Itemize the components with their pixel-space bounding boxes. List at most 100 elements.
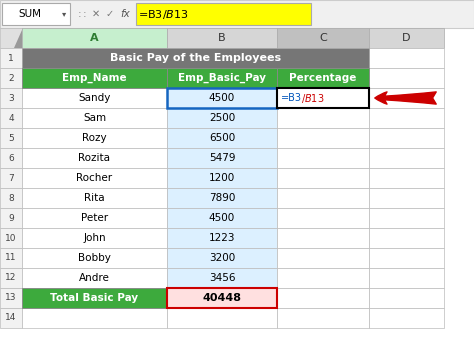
Bar	[167, 68, 277, 88]
Bar	[22, 248, 167, 268]
Bar	[167, 68, 277, 88]
Bar	[167, 308, 277, 328]
Text: 12: 12	[5, 273, 17, 282]
Bar	[369, 308, 444, 328]
Text: =B3: =B3	[281, 93, 302, 103]
Text: Peter: Peter	[81, 213, 108, 223]
Text: 3456: 3456	[209, 273, 235, 283]
Text: SUM: SUM	[18, 9, 42, 19]
Bar	[369, 228, 444, 248]
Bar	[0, 248, 22, 268]
Bar	[22, 68, 167, 88]
Bar	[369, 128, 444, 148]
Bar	[167, 88, 277, 108]
Bar	[167, 228, 277, 248]
Bar	[369, 268, 444, 288]
Text: 4: 4	[8, 113, 14, 122]
Text: :: :	[83, 9, 87, 19]
Text: ✓: ✓	[106, 9, 114, 19]
Bar	[277, 28, 369, 48]
Text: 2: 2	[8, 74, 14, 83]
Bar	[369, 148, 444, 168]
Bar	[22, 48, 167, 68]
Bar	[0, 48, 22, 68]
Text: C: C	[319, 33, 327, 43]
Text: B: B	[218, 33, 226, 43]
Text: Total Basic Pay: Total Basic Pay	[50, 293, 138, 303]
Text: 9: 9	[8, 213, 14, 222]
Text: 4500: 4500	[209, 93, 235, 103]
Bar	[167, 168, 277, 188]
Bar	[22, 288, 167, 308]
Text: A: A	[90, 33, 99, 43]
Bar	[369, 188, 444, 208]
Bar	[22, 288, 167, 308]
Text: ✕: ✕	[92, 9, 100, 19]
Text: D: D	[402, 33, 411, 43]
Bar	[0, 108, 22, 128]
Text: Bobby: Bobby	[78, 253, 111, 263]
Bar	[0, 188, 22, 208]
Bar	[277, 208, 369, 228]
Bar	[167, 188, 277, 208]
Bar	[277, 188, 369, 208]
Bar	[22, 148, 167, 168]
Polygon shape	[14, 30, 22, 48]
Text: 14: 14	[5, 313, 17, 322]
Text: 1223: 1223	[209, 233, 235, 243]
Text: 3: 3	[8, 93, 14, 102]
Bar	[0, 68, 22, 88]
Text: Rozy: Rozy	[82, 133, 107, 143]
Bar	[22, 308, 167, 328]
Text: 11: 11	[5, 254, 17, 262]
Bar	[0, 308, 22, 328]
Text: Sam: Sam	[83, 113, 106, 123]
Bar	[369, 88, 444, 108]
Text: 5: 5	[8, 134, 14, 143]
Bar	[0, 168, 22, 188]
Bar	[369, 248, 444, 268]
Bar	[277, 248, 369, 268]
Text: =B3/$B$13: =B3/$B$13	[138, 8, 189, 20]
Text: 10: 10	[5, 234, 17, 243]
Bar	[167, 88, 277, 108]
Text: 7890: 7890	[209, 193, 235, 203]
Bar	[167, 248, 277, 268]
Bar	[277, 88, 369, 108]
Bar	[0, 288, 22, 308]
Text: 40448: 40448	[202, 293, 241, 303]
Bar	[167, 208, 277, 228]
Text: fx: fx	[120, 9, 130, 19]
Text: Emp_Name: Emp_Name	[62, 73, 127, 83]
Text: /$B$13: /$B$13	[301, 92, 325, 104]
Text: Sandy: Sandy	[78, 93, 111, 103]
Bar	[0, 128, 22, 148]
Text: :: :	[78, 9, 82, 19]
Bar	[0, 0, 474, 28]
Bar	[0, 208, 22, 228]
Text: 4500: 4500	[209, 93, 235, 103]
Bar	[0, 228, 22, 248]
Text: 13: 13	[5, 294, 17, 303]
Bar	[369, 168, 444, 188]
Bar	[22, 88, 167, 108]
Bar	[277, 68, 369, 88]
Bar	[369, 288, 444, 308]
Text: Rocher: Rocher	[76, 173, 112, 183]
Text: Andre: Andre	[79, 273, 110, 283]
Bar	[167, 268, 277, 288]
Text: Rita: Rita	[84, 193, 105, 203]
Text: John: John	[83, 233, 106, 243]
Text: 2500: 2500	[209, 113, 235, 123]
Bar	[22, 48, 369, 68]
Bar	[167, 128, 277, 148]
Bar	[277, 48, 369, 68]
Bar	[277, 228, 369, 248]
Bar	[0, 88, 22, 108]
Text: 6500: 6500	[209, 133, 235, 143]
Bar	[167, 108, 277, 128]
Text: 1: 1	[8, 53, 14, 62]
Bar	[277, 148, 369, 168]
Text: Percentage: Percentage	[289, 73, 357, 83]
Bar	[136, 3, 311, 25]
